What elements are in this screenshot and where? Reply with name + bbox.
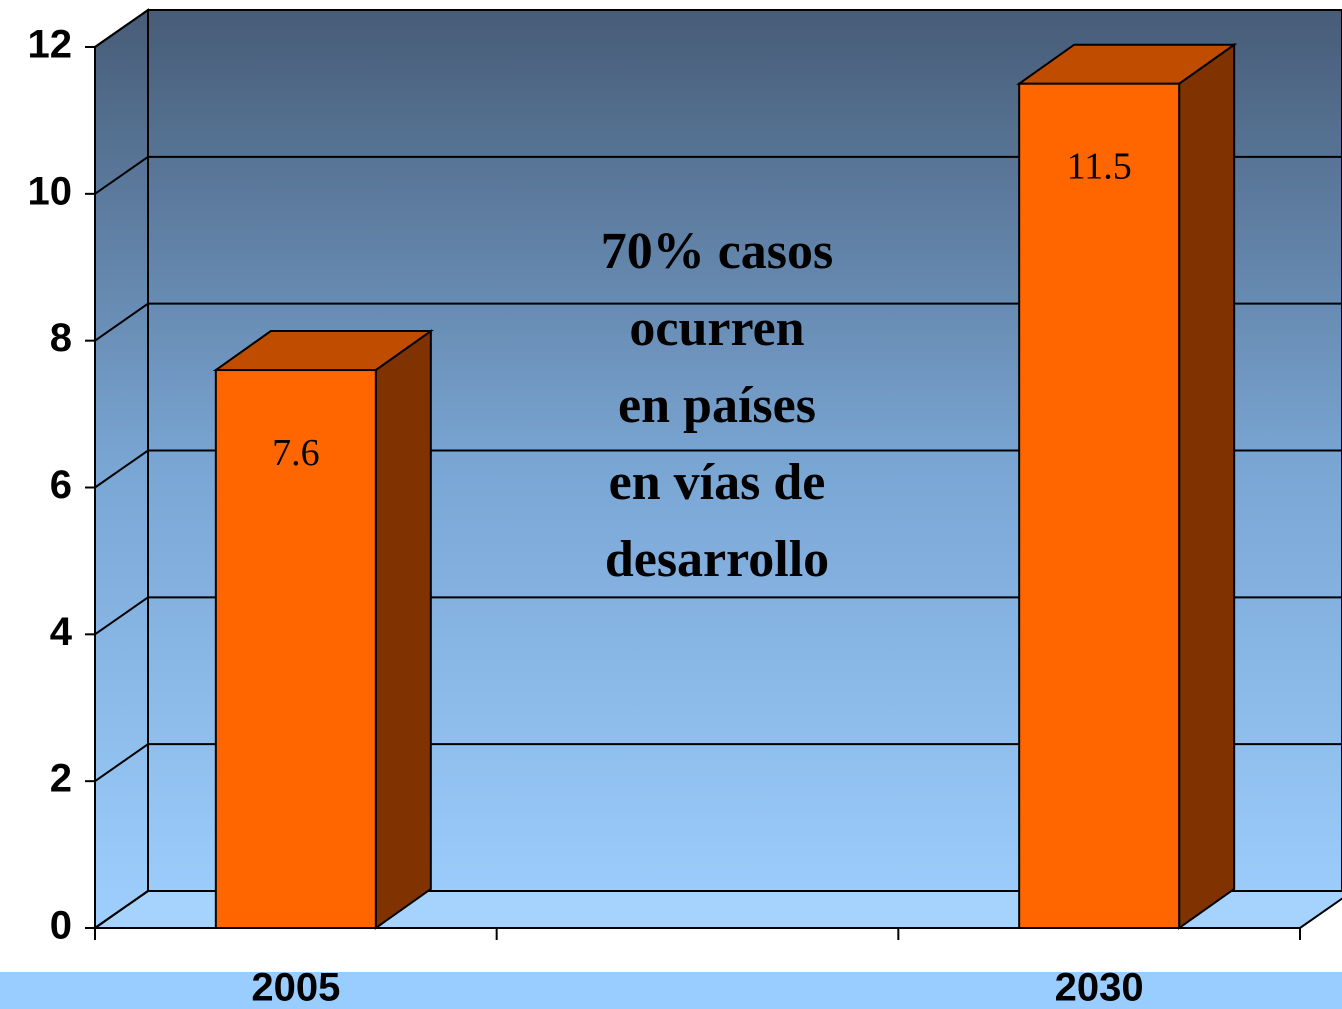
annotation: ocurren <box>629 300 804 357</box>
grid-line <box>94 9 1342 48</box>
data-label: 11.5 <box>1067 145 1132 187</box>
y-tick-label: 8 <box>50 316 72 360</box>
x-tick-label: 2005 <box>251 966 340 1009</box>
bar-side <box>1178 42 1236 930</box>
bar <box>1018 82 1181 930</box>
y-tick-label: 12 <box>28 23 73 67</box>
x-tick-label: 2030 <box>1055 966 1144 1009</box>
grid-line <box>94 449 1342 489</box>
annotation: desarrollo <box>605 531 829 588</box>
annotation: en países <box>618 377 816 434</box>
annotation: 70% casos <box>601 223 834 280</box>
y-tick-label: 2 <box>50 757 72 801</box>
data-label: 7.6 <box>272 432 320 474</box>
annotation: en vías de <box>609 454 826 511</box>
y-tick-label: 6 <box>50 463 72 507</box>
bar <box>214 369 377 929</box>
bottom-strip <box>0 972 1342 1009</box>
grid-line <box>94 596 1342 636</box>
y-tick-label: 10 <box>28 169 73 213</box>
grid-line <box>94 890 1342 929</box>
grid-line <box>94 302 1342 342</box>
bar-side <box>374 329 432 930</box>
grid-line <box>94 155 1342 195</box>
y-tick-label: 0 <box>50 904 72 948</box>
grid-line <box>94 743 1342 782</box>
y-tick-label: 4 <box>50 610 73 654</box>
